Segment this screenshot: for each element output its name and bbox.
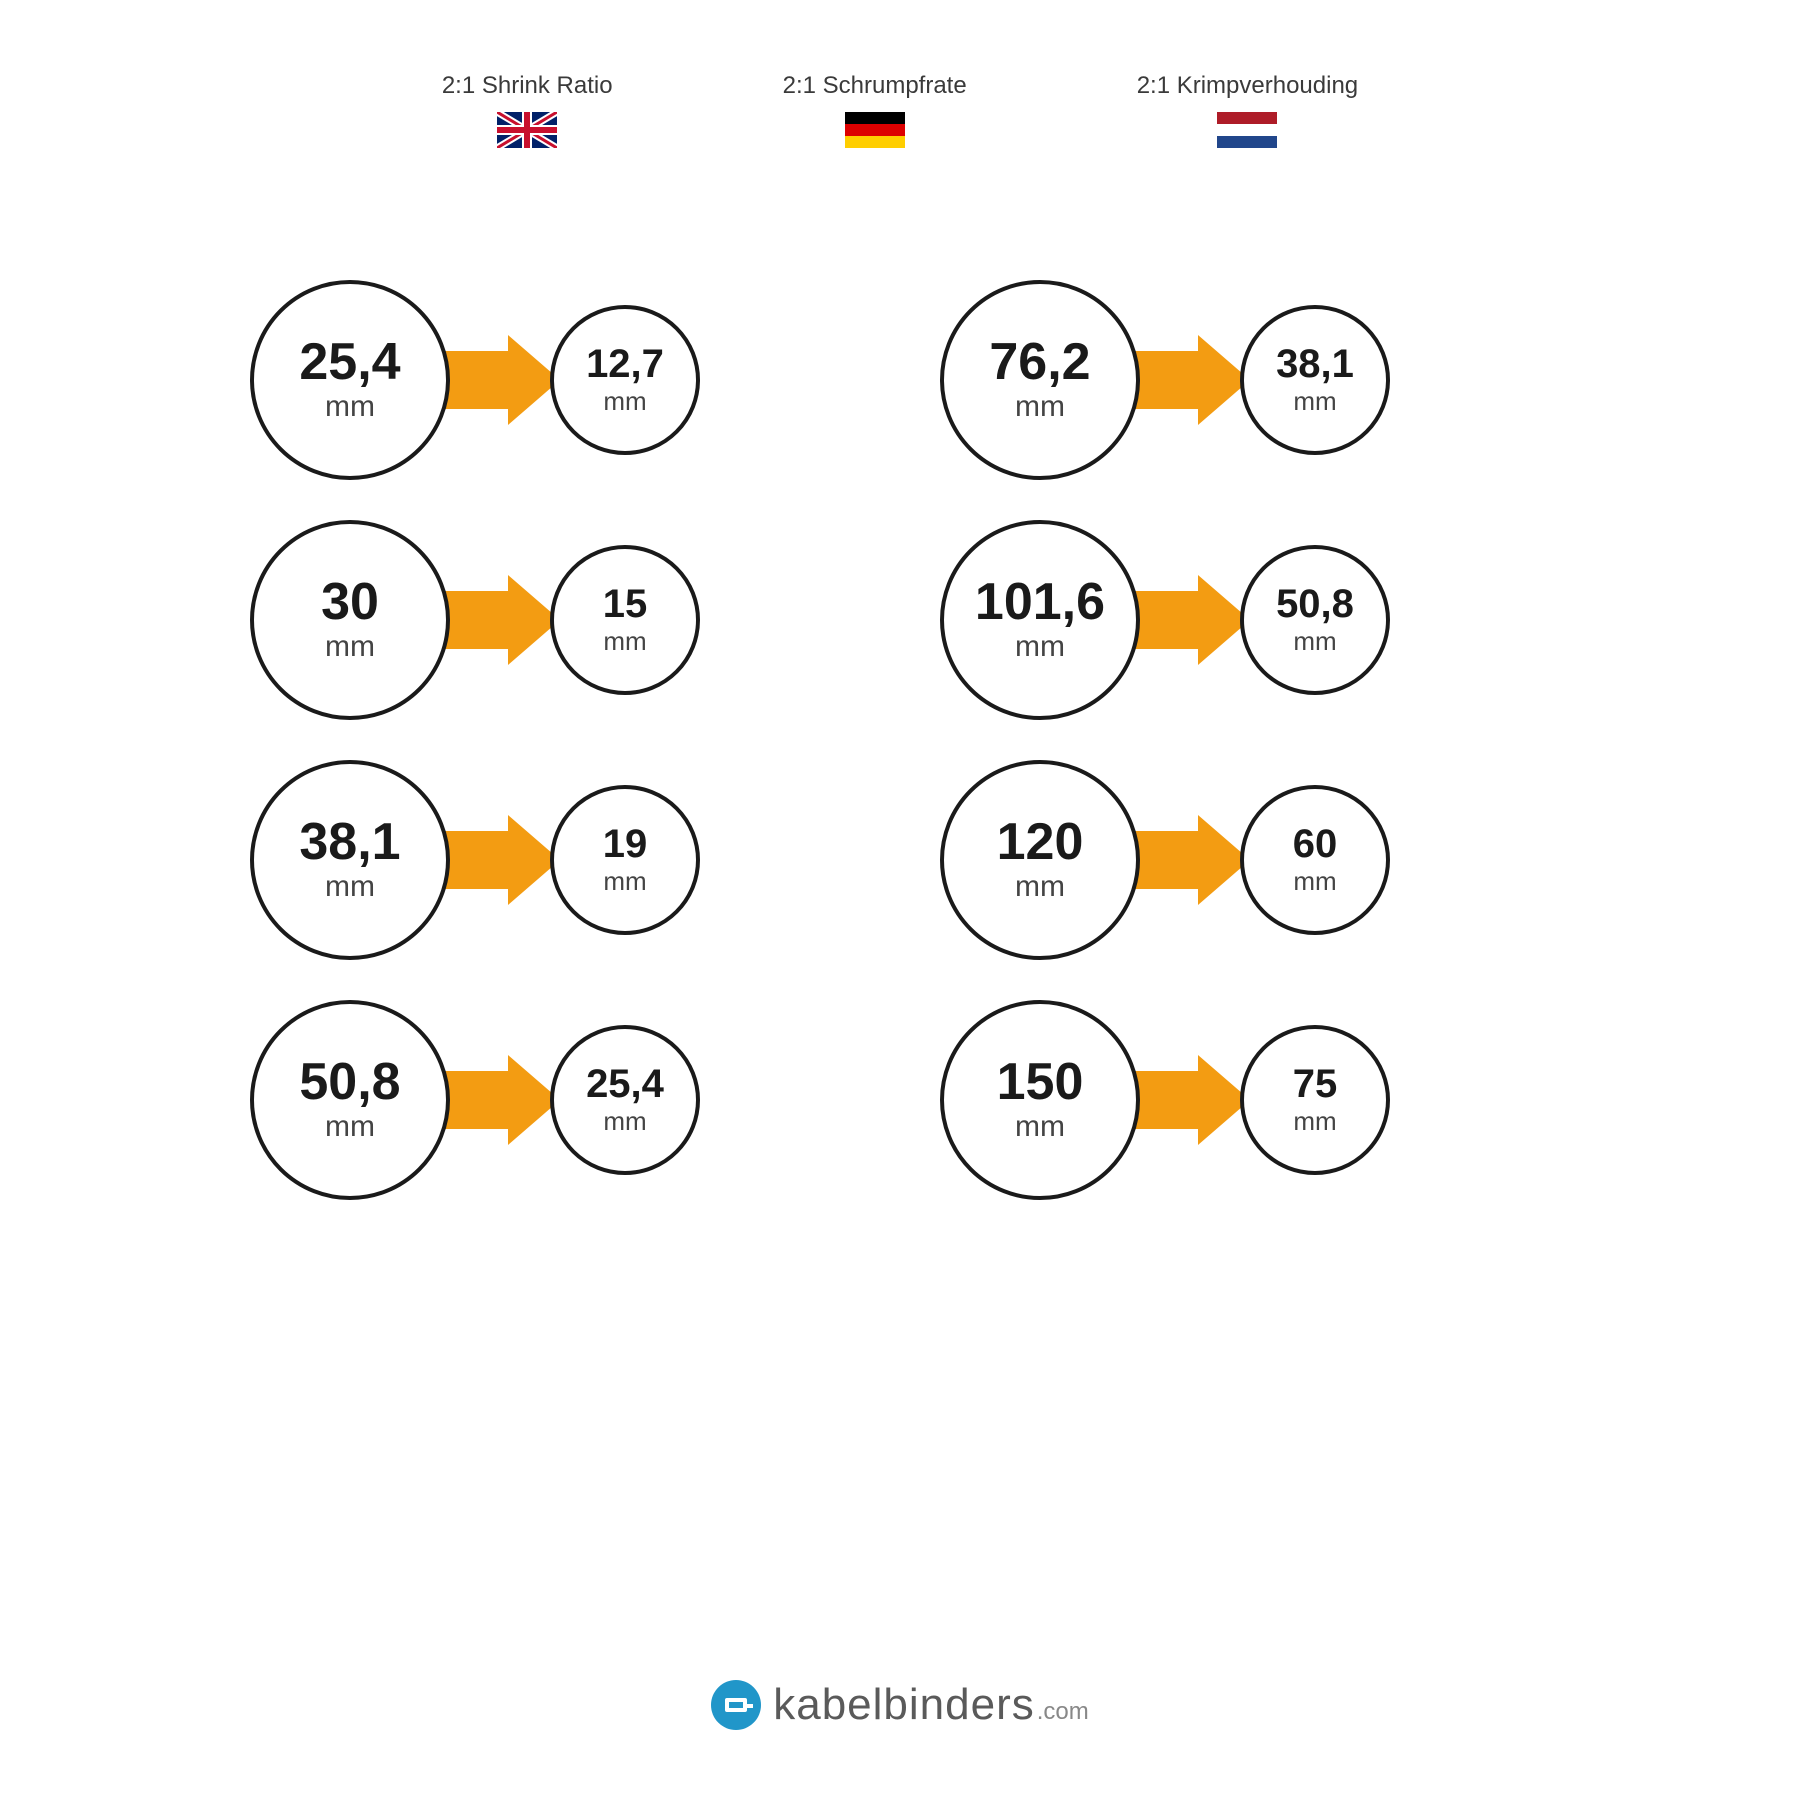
before-value: 30	[321, 576, 379, 628]
unit-label: mm	[1293, 386, 1336, 417]
after-circle: 60 mm	[1240, 785, 1390, 935]
before-circle: 150 mm	[940, 1000, 1140, 1200]
before-value: 101,6	[975, 576, 1105, 628]
nl-flag-icon	[1217, 112, 1277, 148]
lang-block: 2:1 Krimpverhouding	[1137, 72, 1358, 148]
before-value: 38,1	[299, 816, 400, 868]
lang-label: 2:1 Krimpverhouding	[1137, 72, 1358, 100]
before-circle: 101,6 mm	[940, 520, 1140, 720]
after-value: 38,1	[1276, 344, 1354, 384]
shrink-pair: 76,2 mm 38,1 mm	[940, 280, 1550, 480]
after-circle: 15 mm	[550, 545, 700, 695]
unit-label: mm	[603, 1106, 646, 1137]
shrink-grid: 25,4 mm 12,7 mm 76,2 mm 38,1 mm 30 mm	[250, 280, 1550, 1200]
uk-flag-icon	[497, 112, 557, 148]
before-value: 50,8	[299, 1056, 400, 1108]
logo-icon	[711, 1680, 761, 1730]
before-value: 120	[997, 816, 1084, 868]
language-header: 2:1 Shrink Ratio 2:1 Schrumpfrate 2:1 Kr…	[0, 72, 1800, 148]
before-circle: 30 mm	[250, 520, 450, 720]
after-circle: 25,4 mm	[550, 1025, 700, 1175]
logo-suffix: .com	[1037, 1698, 1089, 1726]
after-value: 12,7	[586, 344, 664, 384]
before-circle: 38,1 mm	[250, 760, 450, 960]
after-circle: 12,7 mm	[550, 305, 700, 455]
lang-label: 2:1 Schrumpfrate	[783, 72, 967, 100]
lang-block: 2:1 Schrumpfrate	[783, 72, 967, 148]
unit-label: mm	[1015, 1110, 1065, 1144]
logo-text: kabelbinders .com	[773, 1680, 1089, 1730]
after-circle: 19 mm	[550, 785, 700, 935]
unit-label: mm	[603, 866, 646, 897]
before-value: 76,2	[989, 336, 1090, 388]
shrink-pair: 120 mm 60 mm	[940, 760, 1550, 960]
after-circle: 50,8 mm	[1240, 545, 1390, 695]
unit-label: mm	[1293, 866, 1336, 897]
before-circle: 25,4 mm	[250, 280, 450, 480]
before-value: 150	[997, 1056, 1084, 1108]
unit-label: mm	[1293, 626, 1336, 657]
before-value: 25,4	[299, 336, 400, 388]
logo-main: kabelbinders	[773, 1680, 1035, 1730]
lang-block: 2:1 Shrink Ratio	[442, 72, 613, 148]
unit-label: mm	[325, 870, 375, 904]
after-value: 50,8	[1276, 584, 1354, 624]
unit-label: mm	[1015, 630, 1065, 664]
footer-logo: kabelbinders .com	[0, 1680, 1800, 1730]
unit-label: mm	[603, 386, 646, 417]
after-value: 15	[603, 584, 648, 624]
after-value: 60	[1293, 824, 1338, 864]
shrink-pair: 50,8 mm 25,4 mm	[250, 1000, 860, 1200]
unit-label: mm	[325, 390, 375, 424]
unit-label: mm	[1293, 1106, 1336, 1137]
de-flag-icon	[845, 112, 905, 148]
before-circle: 76,2 mm	[940, 280, 1140, 480]
shrink-pair: 38,1 mm 19 mm	[250, 760, 860, 960]
after-value: 75	[1293, 1064, 1338, 1104]
after-circle: 75 mm	[1240, 1025, 1390, 1175]
after-value: 25,4	[586, 1064, 664, 1104]
before-circle: 50,8 mm	[250, 1000, 450, 1200]
after-value: 19	[603, 824, 648, 864]
unit-label: mm	[1015, 870, 1065, 904]
shrink-pair: 150 mm 75 mm	[940, 1000, 1550, 1200]
unit-label: mm	[325, 1110, 375, 1144]
shrink-pair: 101,6 mm 50,8 mm	[940, 520, 1550, 720]
unit-label: mm	[1015, 390, 1065, 424]
before-circle: 120 mm	[940, 760, 1140, 960]
unit-label: mm	[325, 630, 375, 664]
lang-label: 2:1 Shrink Ratio	[442, 72, 613, 100]
shrink-pair: 25,4 mm 12,7 mm	[250, 280, 860, 480]
after-circle: 38,1 mm	[1240, 305, 1390, 455]
unit-label: mm	[603, 626, 646, 657]
shrink-pair: 30 mm 15 mm	[250, 520, 860, 720]
